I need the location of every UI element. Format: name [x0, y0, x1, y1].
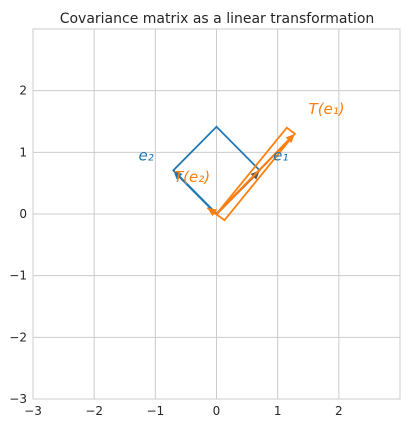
y-tick-label: −2: [9, 330, 27, 344]
label-te2: T(e₂): [174, 168, 210, 186]
label-te1: T(e₁): [309, 100, 345, 118]
chart-title: Covariance matrix as a linear transforma…: [60, 11, 375, 27]
x-tick-label: 2: [335, 404, 343, 418]
x-tick-label: −3: [24, 404, 42, 418]
x-tick-label: −2: [85, 404, 103, 418]
label-e1: e₁: [273, 146, 288, 164]
x-tick-label: 1: [274, 404, 282, 418]
y-tick-label: −1: [9, 269, 27, 283]
label-e2: e₂: [139, 146, 154, 164]
y-tick-label: 2: [19, 84, 27, 98]
y-tick-label: 1: [19, 145, 27, 159]
y-tick-label: 0: [19, 207, 27, 221]
x-tick-label: 0: [213, 404, 221, 418]
y-tick-label: −3: [9, 392, 27, 406]
x-tick-label: −1: [146, 404, 164, 418]
